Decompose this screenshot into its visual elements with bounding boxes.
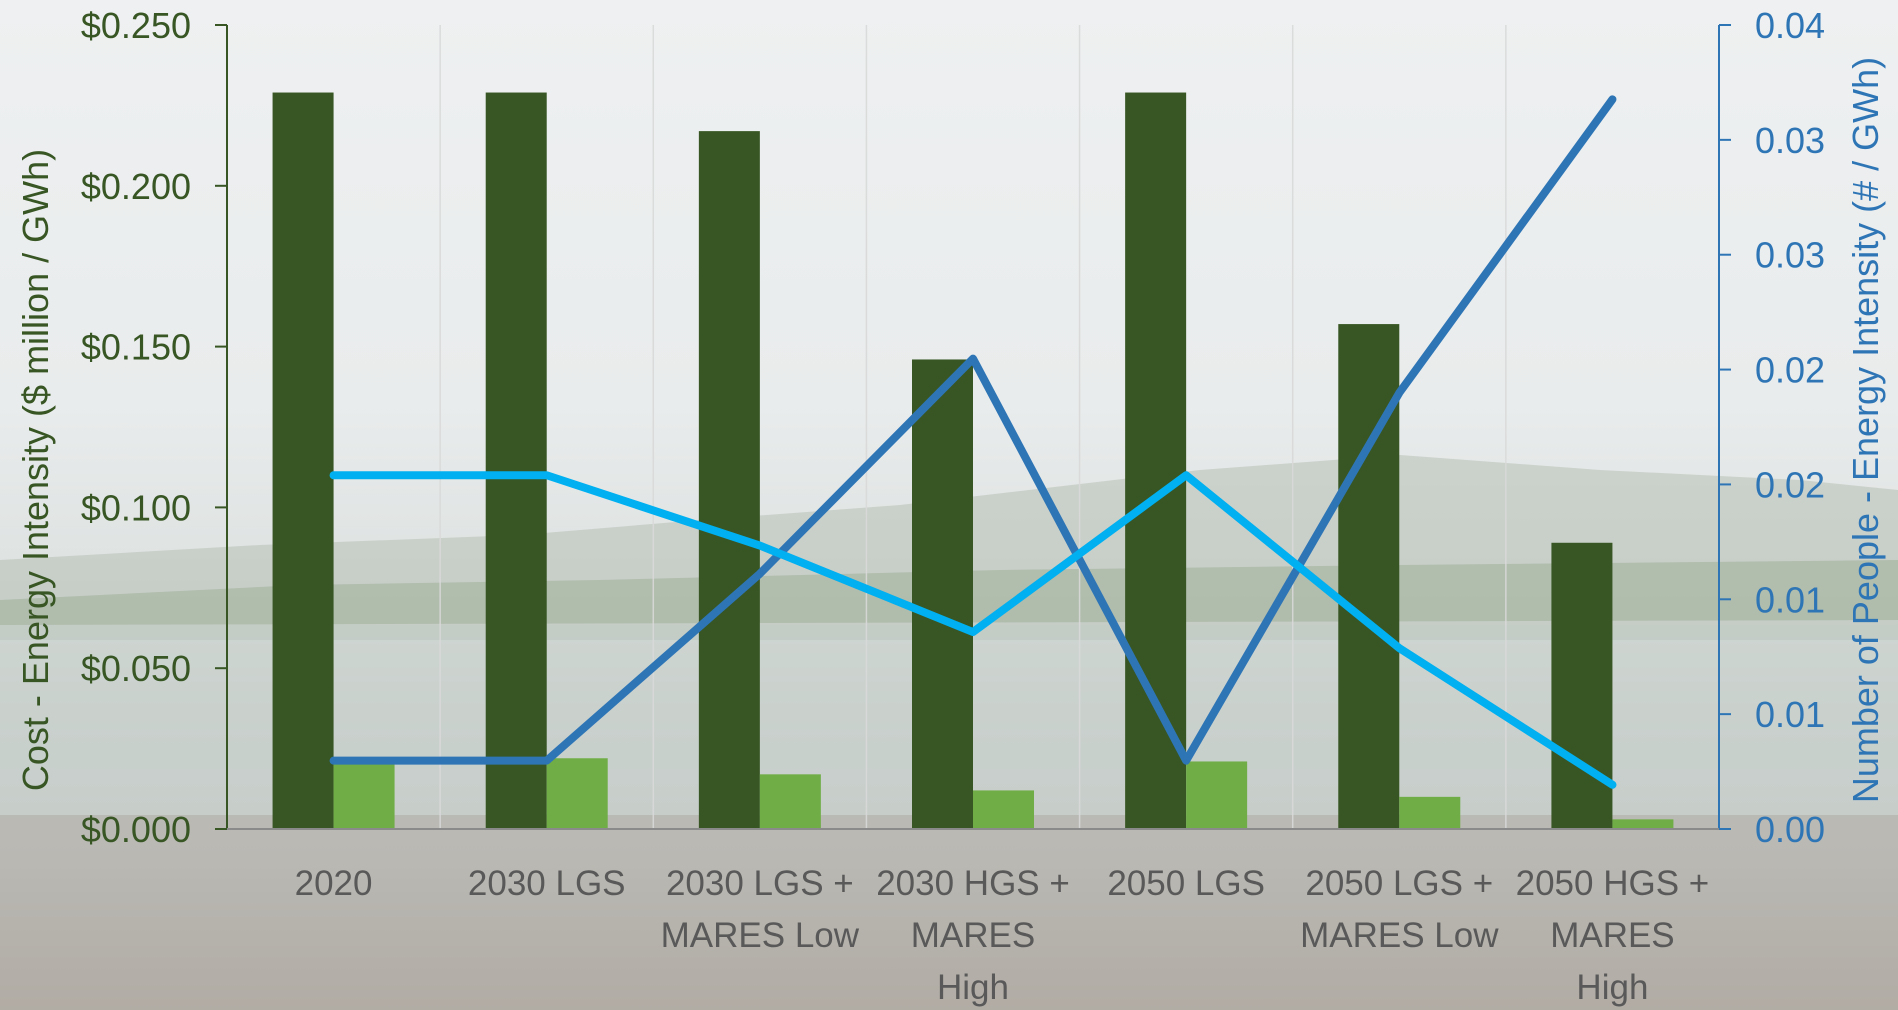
line-series1	[329, 95, 1617, 765]
x-tick-label-line: 2020	[295, 864, 373, 903]
x-tick-label: 2030 LGS	[468, 864, 626, 903]
right-tick-label: 0.00	[1755, 809, 1825, 850]
x-tick-label-line: High	[937, 968, 1009, 1007]
right-tick-label: 0.01	[1755, 694, 1825, 735]
bar-series1	[485, 92, 547, 829]
x-tick-label: 2030 LGS + MARES Low	[661, 864, 860, 955]
x-tick-label: 2020	[295, 864, 373, 903]
x-tick-label-line: 2030 LGS	[468, 864, 626, 903]
left-tick-label: $0.250	[81, 5, 191, 46]
bar-series2	[1612, 819, 1674, 829]
x-tick-label: 2030 HGS + MARES High	[876, 864, 1070, 1007]
left-axis-ticks: $0.000 $0.050 $0.100 $0.150 $0.200 $0.250	[81, 5, 227, 850]
left-axis-title: Cost - Energy Intensity ($ million / GWh…	[15, 149, 56, 791]
x-tick-label-line: High	[1576, 968, 1648, 1007]
right-tick-label: 0.02	[1755, 350, 1825, 391]
x-tick-label-line: 2030 HGS +	[876, 864, 1070, 903]
bar-series1	[698, 131, 760, 830]
left-tick-label: $0.100	[81, 487, 191, 528]
bar-series2	[1399, 796, 1461, 829]
x-tick-label-line: 2030 LGS +	[666, 864, 854, 903]
x-tick-label: 2050 LGS + MARES Low	[1300, 864, 1499, 955]
bar-series2	[333, 758, 395, 829]
right-tick-label: 0.01	[1755, 579, 1825, 620]
left-tick-label: $0.150	[81, 327, 191, 368]
bar-series2	[973, 790, 1034, 829]
bar-series1	[1338, 324, 1400, 829]
right-tick-label: 0.03	[1755, 120, 1825, 161]
left-tick-label: $0.000	[81, 809, 191, 850]
right-axis-title: Number of People - Energy Intensity (# /…	[1845, 57, 1886, 803]
pier-image	[0, 815, 1898, 1010]
bar-series2	[1186, 761, 1248, 829]
left-tick-label: $0.050	[81, 648, 191, 689]
x-tick-label-line: 2050 LGS	[1107, 864, 1265, 903]
x-tick-label-line: MARES	[911, 916, 1035, 955]
x-tick-label: 2050 LGS	[1107, 864, 1265, 903]
lines	[329, 95, 1617, 789]
bar-series1	[912, 359, 973, 829]
bar-series1	[1551, 542, 1613, 829]
x-tick-label-line: 2050 HGS +	[1516, 864, 1710, 903]
x-tick-label-line: MARES Low	[661, 916, 860, 955]
right-tick-label: 0.03	[1755, 235, 1825, 276]
bars	[272, 92, 1674, 830]
line-series2	[329, 471, 1617, 789]
x-axis-labels: 2020 2030 LGS 2030 LGS + MARES Low 2030 HGS …	[295, 864, 1710, 1007]
right-axis-ticks: 0.00 0.01 0.01 0.02 0.02 0.03 0.03 0.04	[1719, 5, 1825, 850]
x-tick-label-line: 2050 LGS +	[1305, 864, 1493, 903]
x-tick-label: 2050 HGS + MARES High	[1516, 864, 1710, 1007]
bar-series2	[759, 774, 821, 829]
right-tick-label: 0.04	[1755, 5, 1825, 46]
bar-series2	[546, 758, 608, 829]
left-tick-label: $0.200	[81, 166, 191, 207]
x-tick-label-line: MARES	[1550, 916, 1674, 955]
right-tick-label: 0.02	[1755, 464, 1825, 505]
x-tick-label-line: MARES Low	[1300, 916, 1499, 955]
bar-series1	[1125, 92, 1187, 829]
bar-series1	[272, 92, 334, 829]
axes	[226, 25, 1720, 830]
